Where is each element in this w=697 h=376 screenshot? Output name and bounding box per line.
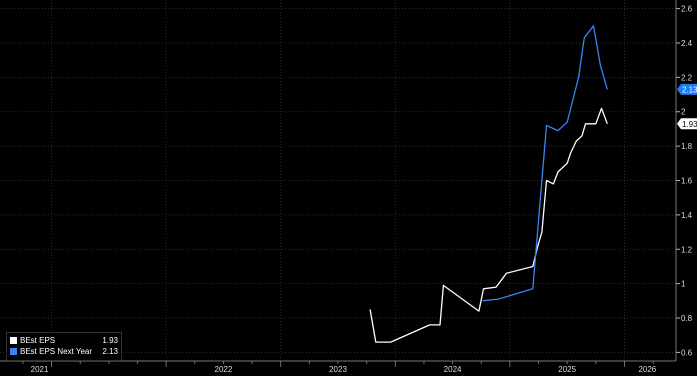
series-line (482, 25, 608, 302)
x-tick-label: 2022 (215, 365, 233, 374)
x-tick-label: 2021 (31, 365, 49, 374)
y-tick-label: 0.8 (681, 314, 693, 323)
grid (0, 0, 676, 361)
y-tick-label: 1.2 (681, 245, 693, 254)
x-tick-label: 2025 (558, 365, 576, 374)
last-value-badges: 1.93 2.13 (677, 83, 697, 130)
series-group (369, 25, 608, 343)
y-tick-label: 1.8 (681, 142, 693, 151)
badge-shape (677, 118, 697, 130)
y-tick-label: 1 (681, 280, 686, 289)
y-tick-label: 2.4 (681, 39, 693, 48)
legend-label: BEst EPS Next Year (20, 347, 93, 356)
badge-label: 1.93 (682, 120, 697, 129)
legend-value: 2.13 (102, 347, 118, 356)
y-tick-label: 2.2 (681, 73, 693, 82)
badge-shape (677, 83, 697, 95)
y-tick-label: 2 (681, 108, 686, 117)
last-value-badge: 1.93 (677, 118, 697, 130)
series-line (369, 107, 608, 343)
x-tick-label: 2023 (329, 365, 347, 374)
x-tick-label: 2026 (638, 365, 656, 374)
x-tick-label: 2024 (444, 365, 462, 374)
legend-label: BEst EPS (20, 336, 56, 345)
y-tick-label: 1.6 (681, 177, 693, 186)
legend-swatch (10, 348, 17, 355)
legend-value: 1.93 (102, 336, 118, 345)
y-tick-label: 2.6 (681, 5, 693, 14)
legend-item-best-eps[interactable]: BEst EPS 1.93 (10, 335, 118, 346)
y-tick-label: 1.4 (681, 211, 693, 220)
last-value-badge: 2.13 (677, 83, 697, 95)
legend: BEst EPS 1.93 BEst EPS Next Year 2.13 (6, 332, 122, 361)
legend-item-best-eps-next-year[interactable]: BEst EPS Next Year 2.13 (10, 346, 118, 357)
legend-swatch (10, 337, 17, 344)
badge-label: 2.13 (682, 85, 697, 94)
y-tick-label: 0.6 (681, 348, 693, 357)
